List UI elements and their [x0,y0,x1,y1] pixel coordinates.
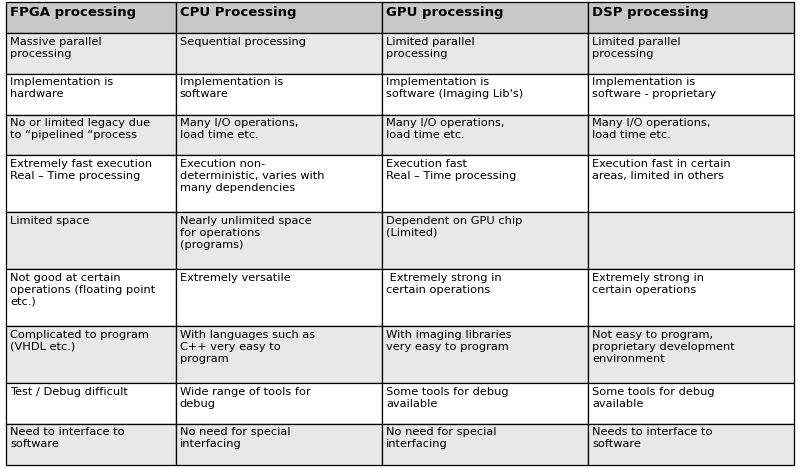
Text: Some tools for debug
available: Some tools for debug available [386,387,509,409]
Text: Extremely versatile: Extremely versatile [180,273,290,283]
Bar [588,155,794,212]
Text: Need to interface to
software: Need to interface to software [10,427,125,449]
Text: GPU processing: GPU processing [386,6,503,19]
Bar [6,383,176,424]
Bar [588,326,794,383]
Bar [588,33,794,74]
Text: Massive parallel
processing: Massive parallel processing [10,37,102,58]
Text: Implementation is
software - proprietary: Implementation is software - proprietary [592,77,716,99]
Bar [588,424,794,465]
Text: Not easy to program,
proprietary development
environment: Not easy to program, proprietary develop… [592,329,735,364]
Text: Implementation is
software: Implementation is software [180,77,283,99]
Bar [588,74,794,115]
Text: DSP processing: DSP processing [592,6,709,19]
Text: Limited parallel
processing: Limited parallel processing [386,37,474,58]
Bar [176,383,382,424]
Text: Not good at certain
operations (floating point
etc.): Not good at certain operations (floating… [10,273,156,307]
Text: Execution fast
Real – Time processing: Execution fast Real – Time processing [386,159,516,181]
Bar [176,326,382,383]
Text: Execution fast in certain
areas, limited in others: Execution fast in certain areas, limited… [592,159,730,181]
Text: No need for special
interfacing: No need for special interfacing [386,427,496,449]
Bar [6,2,176,33]
Bar [6,155,176,212]
Text: Complicated to program
(VHDL etc.): Complicated to program (VHDL etc.) [10,329,150,351]
Bar [588,2,794,33]
Bar [382,383,588,424]
Bar [6,212,176,270]
Bar [6,33,176,74]
Bar [382,33,588,74]
Text: Test / Debug difficult: Test / Debug difficult [10,387,128,397]
Text: With languages such as
C++ very easy to
program: With languages such as C++ very easy to … [180,329,314,364]
Text: Nearly unlimited space
for operations
(programs): Nearly unlimited space for operations (p… [180,216,311,249]
Bar [176,74,382,115]
Text: Many I/O operations,
load time etc.: Many I/O operations, load time etc. [592,118,710,140]
Bar [382,155,588,212]
Bar [382,115,588,155]
Bar [6,270,176,326]
Text: Limited space: Limited space [10,216,90,226]
Bar [382,424,588,465]
Bar [588,115,794,155]
Bar [588,212,794,270]
Bar [382,270,588,326]
Bar [382,212,588,270]
Text: Many I/O operations,
load time etc.: Many I/O operations, load time etc. [386,118,504,140]
Text: Extremely strong in
certain operations: Extremely strong in certain operations [386,273,502,295]
Bar [6,115,176,155]
Bar [176,115,382,155]
Text: Limited parallel
processing: Limited parallel processing [592,37,681,58]
Text: Implementation is
hardware: Implementation is hardware [10,77,114,99]
Text: Dependent on GPU chip
(Limited): Dependent on GPU chip (Limited) [386,216,522,238]
Text: FPGA processing: FPGA processing [10,6,137,19]
Text: Extremely strong in
certain operations: Extremely strong in certain operations [592,273,704,295]
Text: With imaging libraries
very easy to program: With imaging libraries very easy to prog… [386,329,511,351]
Bar [176,155,382,212]
Bar [6,326,176,383]
Text: Extremely fast execution
Real – Time processing: Extremely fast execution Real – Time pro… [10,159,153,181]
Bar [176,212,382,270]
Text: Implementation is
software (Imaging Lib's): Implementation is software (Imaging Lib'… [386,77,523,99]
Bar [382,326,588,383]
Bar [382,74,588,115]
Text: Wide range of tools for
debug: Wide range of tools for debug [180,387,310,409]
Text: Needs to interface to
software: Needs to interface to software [592,427,713,449]
Text: Execution non-
deterministic, varies with
many dependencies: Execution non- deterministic, varies wit… [180,159,324,193]
Text: Many I/O operations,
load time etc.: Many I/O operations, load time etc. [180,118,298,140]
Text: Some tools for debug
available: Some tools for debug available [592,387,714,409]
Text: Sequential processing: Sequential processing [180,37,306,47]
Bar [176,424,382,465]
Text: No or limited legacy due
to “pipelined “process: No or limited legacy due to “pipelined “… [10,118,150,140]
Bar [382,2,588,33]
Bar [588,270,794,326]
Text: CPU Processing: CPU Processing [180,6,296,19]
Bar [176,270,382,326]
Bar [176,2,382,33]
Text: No need for special
interfacing: No need for special interfacing [180,427,290,449]
Bar [176,33,382,74]
Bar [6,74,176,115]
Bar [588,383,794,424]
Bar [6,424,176,465]
